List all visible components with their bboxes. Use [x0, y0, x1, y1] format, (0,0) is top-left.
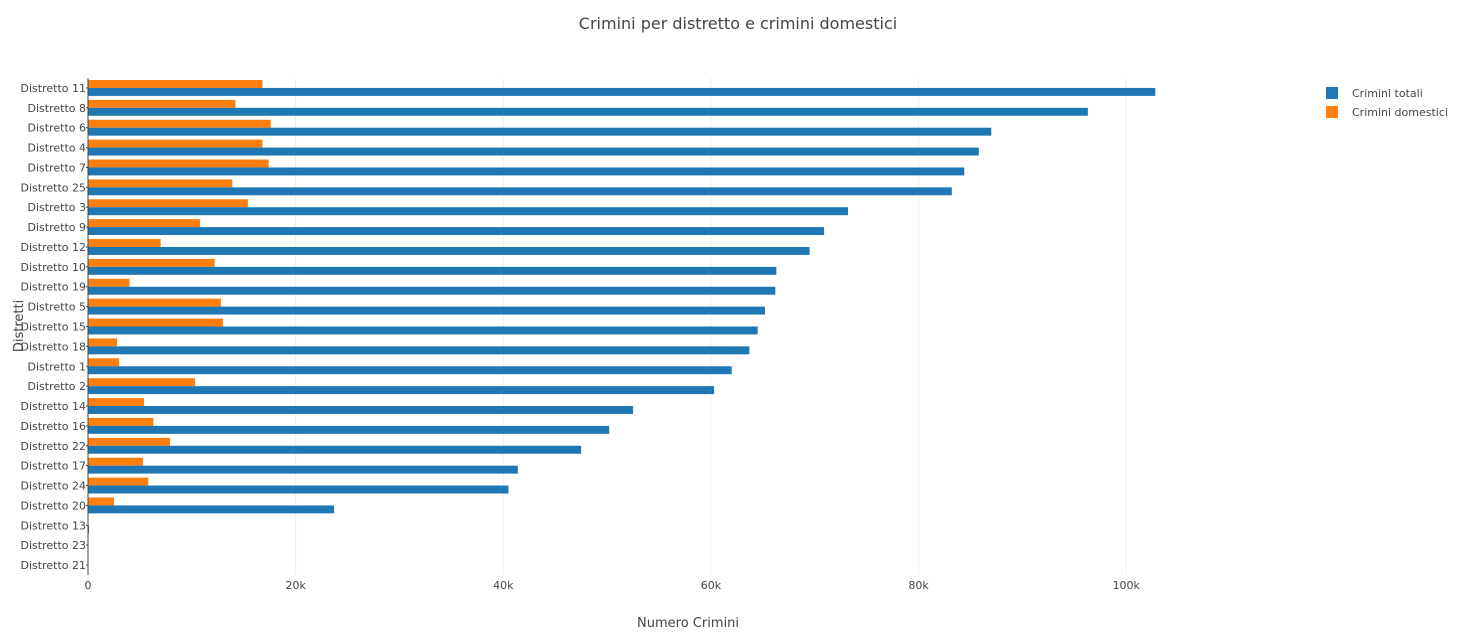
y-tick-label: Distretto 18	[21, 340, 86, 353]
bar-crimini-domestici[interactable]	[88, 418, 153, 426]
bar-crimini-totali[interactable]	[88, 167, 964, 175]
y-tick-label: Distretto 6	[28, 122, 86, 135]
x-axis-title: Numero Crimini	[637, 616, 739, 631]
bar-crimini-totali[interactable]	[88, 406, 633, 414]
y-tick-label: Distretto 20	[21, 499, 86, 512]
bar-crimini-totali[interactable]	[88, 307, 765, 315]
bar-crimini-domestici[interactable]	[88, 120, 271, 128]
bar-crimini-totali[interactable]	[88, 446, 581, 454]
bar-crimini-domestici[interactable]	[88, 478, 148, 486]
bar-crimini-totali[interactable]	[88, 88, 1155, 96]
x-tick-label: 20k	[285, 579, 306, 592]
bar-crimini-domestici[interactable]	[88, 179, 232, 187]
bar-crimini-domestici[interactable]	[88, 319, 223, 327]
y-tick-label: Distretto 1	[28, 360, 86, 373]
bar-crimini-domestici[interactable]	[88, 279, 130, 287]
y-axis-title: Distretti	[12, 300, 27, 352]
legend-label: Crimini totali	[1352, 87, 1423, 100]
bar-crimini-domestici[interactable]	[88, 199, 248, 207]
y-tick-label: Distretto 8	[28, 102, 86, 115]
y-tick-label: Distretto 21	[21, 559, 86, 572]
chart-title: Crimini per distretto e crimini domestic…	[579, 14, 897, 33]
x-axis-ticks: 0 20k 40k 60k 80k 100k	[85, 579, 1141, 592]
y-tick-label: Distretto 19	[21, 281, 86, 294]
y-tick-label: Distretto 2	[28, 380, 86, 393]
bar-crimini-domestici[interactable]	[88, 239, 161, 247]
bar-crimini-totali[interactable]	[88, 486, 508, 494]
legend-item[interactable]: Crimini domestici	[1326, 106, 1448, 119]
x-tick-label: 0	[85, 579, 92, 592]
bar-crimini-totali[interactable]	[88, 267, 776, 275]
y-tick-label: Distretto 5	[28, 301, 86, 314]
bar-crimini-domestici[interactable]	[88, 140, 262, 148]
bar-crimini-domestici[interactable]	[88, 80, 262, 88]
y-tick-label: Distretto 13	[21, 519, 86, 532]
bar-crimini-domestici[interactable]	[88, 438, 170, 446]
bar-crimini-totali[interactable]	[88, 466, 518, 474]
y-tick-label: Distretto 7	[28, 161, 86, 174]
bar-crimini-domestici[interactable]	[88, 160, 269, 168]
y-tick-label: Distretto 9	[28, 221, 86, 234]
x-tick-label: 100k	[1113, 579, 1141, 592]
bar-crimini-domestici[interactable]	[88, 259, 215, 267]
y-tick-label: Distretto 14	[21, 400, 86, 413]
bar-crimini-totali[interactable]	[88, 327, 758, 335]
y-tick-label: Distretto 11	[21, 82, 86, 95]
y-axis-ticks: Distretto 11 Distretto 8 Distretto 6 Distre…	[21, 82, 88, 572]
bar-crimini-domestici[interactable]	[88, 378, 195, 386]
bar-crimini-domestici[interactable]	[88, 219, 200, 227]
bar-crimini-totali[interactable]	[88, 426, 609, 434]
legend-item[interactable]: Crimini totali	[1326, 87, 1423, 100]
x-tick-label: 80k	[908, 579, 929, 592]
y-tick-label: Distretto 4	[28, 142, 86, 155]
y-tick-label: Distretto 25	[21, 181, 86, 194]
bar-crimini-totali[interactable]	[88, 148, 979, 156]
y-tick-label: Distretto 12	[21, 241, 86, 254]
bar-crimini-totali[interactable]	[88, 187, 952, 195]
y-tick-label: Distretto 15	[21, 321, 86, 334]
bar-crimini-totali[interactable]	[88, 386, 714, 394]
bar-crimini-totali[interactable]	[88, 366, 732, 374]
bar-crimini-totali[interactable]	[88, 128, 991, 136]
legend[interactable]: Crimini totali Crimini domestici	[1326, 87, 1448, 119]
y-tick-label: Distretto 17	[21, 460, 86, 473]
legend-label: Crimini domestici	[1352, 106, 1448, 119]
y-tick-label: Distretto 22	[21, 440, 86, 453]
bar-crimini-totali[interactable]	[88, 108, 1088, 116]
legend-swatch	[1326, 87, 1338, 99]
y-tick-label: Distretto 3	[28, 201, 86, 214]
y-tick-label: Distretto 16	[21, 420, 86, 433]
bar-crimini-totali[interactable]	[88, 207, 848, 215]
bar-crimini-domestici[interactable]	[88, 338, 117, 346]
x-tick-label: 40k	[493, 579, 514, 592]
bar-crimini-totali[interactable]	[88, 505, 334, 513]
bar-crimini-totali[interactable]	[88, 346, 749, 354]
bars	[88, 80, 1155, 573]
bar-crimini-domestici[interactable]	[88, 358, 119, 366]
bar-crimini-totali[interactable]	[88, 287, 775, 295]
bar-crimini-totali[interactable]	[88, 247, 810, 255]
bar-crimini-domestici[interactable]	[88, 398, 144, 406]
bar-crimini-totali[interactable]	[88, 227, 824, 235]
bar-crimini-domestici[interactable]	[88, 100, 235, 108]
legend-swatch	[1326, 106, 1338, 118]
x-tick-label: 60k	[701, 579, 722, 592]
y-tick-label: Distretto 24	[21, 480, 86, 493]
bar-crimini-domestici[interactable]	[88, 497, 114, 505]
y-tick-label: Distretto 23	[21, 539, 86, 552]
bar-crimini-domestici[interactable]	[88, 299, 221, 307]
y-tick-label: Distretto 10	[21, 261, 86, 274]
bar-crimini-domestici[interactable]	[88, 458, 143, 466]
